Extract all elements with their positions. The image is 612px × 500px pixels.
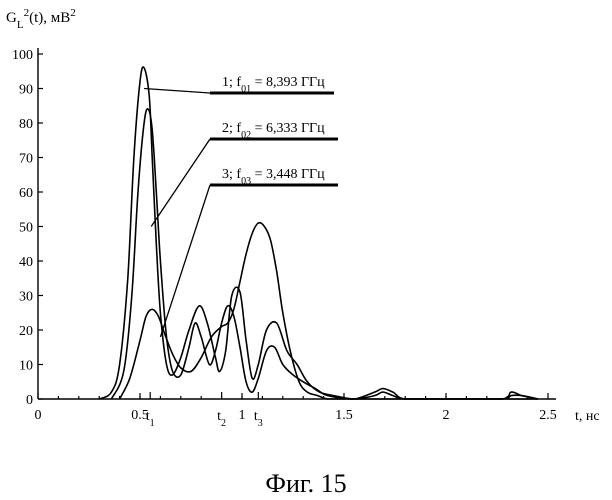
legend-leader-3 [160, 185, 210, 337]
axes [38, 48, 556, 399]
x-tick-label: 1 [239, 408, 246, 423]
y-tick-label: 20 [19, 324, 33, 339]
time-marker-label: t1 [146, 409, 155, 429]
y-axis-label: GL2(t), мВ2 [6, 7, 76, 31]
y-tick-label: 60 [19, 186, 33, 201]
y-tick-label: 0 [26, 393, 33, 408]
y-tick-label: 40 [19, 255, 33, 270]
y-tick-label: 70 [19, 152, 33, 167]
x-tick-label: 0 [35, 408, 42, 423]
figure-caption: Фиг. 15 [265, 469, 346, 498]
y-tick-label: 10 [19, 359, 33, 374]
y-tick-label: 100 [12, 48, 33, 63]
x-tick-label: 1.5 [335, 408, 353, 423]
y-tick-label: 80 [19, 117, 33, 132]
y-tick-label: 30 [19, 290, 33, 305]
series-curves [99, 67, 538, 399]
series-line-2 [111, 109, 537, 399]
series-line-1 [99, 67, 538, 399]
time-marker-label: t2 [217, 409, 226, 429]
x-axis-label: t, нс [575, 409, 600, 424]
x-tick-label: 2 [443, 408, 450, 423]
y-tick-label: 90 [19, 83, 33, 98]
x-tick-label: 2.5 [539, 408, 557, 423]
time-marker-label: t3 [254, 409, 263, 429]
legend-leader-1 [144, 89, 210, 94]
y-tick-label: 50 [19, 221, 33, 236]
